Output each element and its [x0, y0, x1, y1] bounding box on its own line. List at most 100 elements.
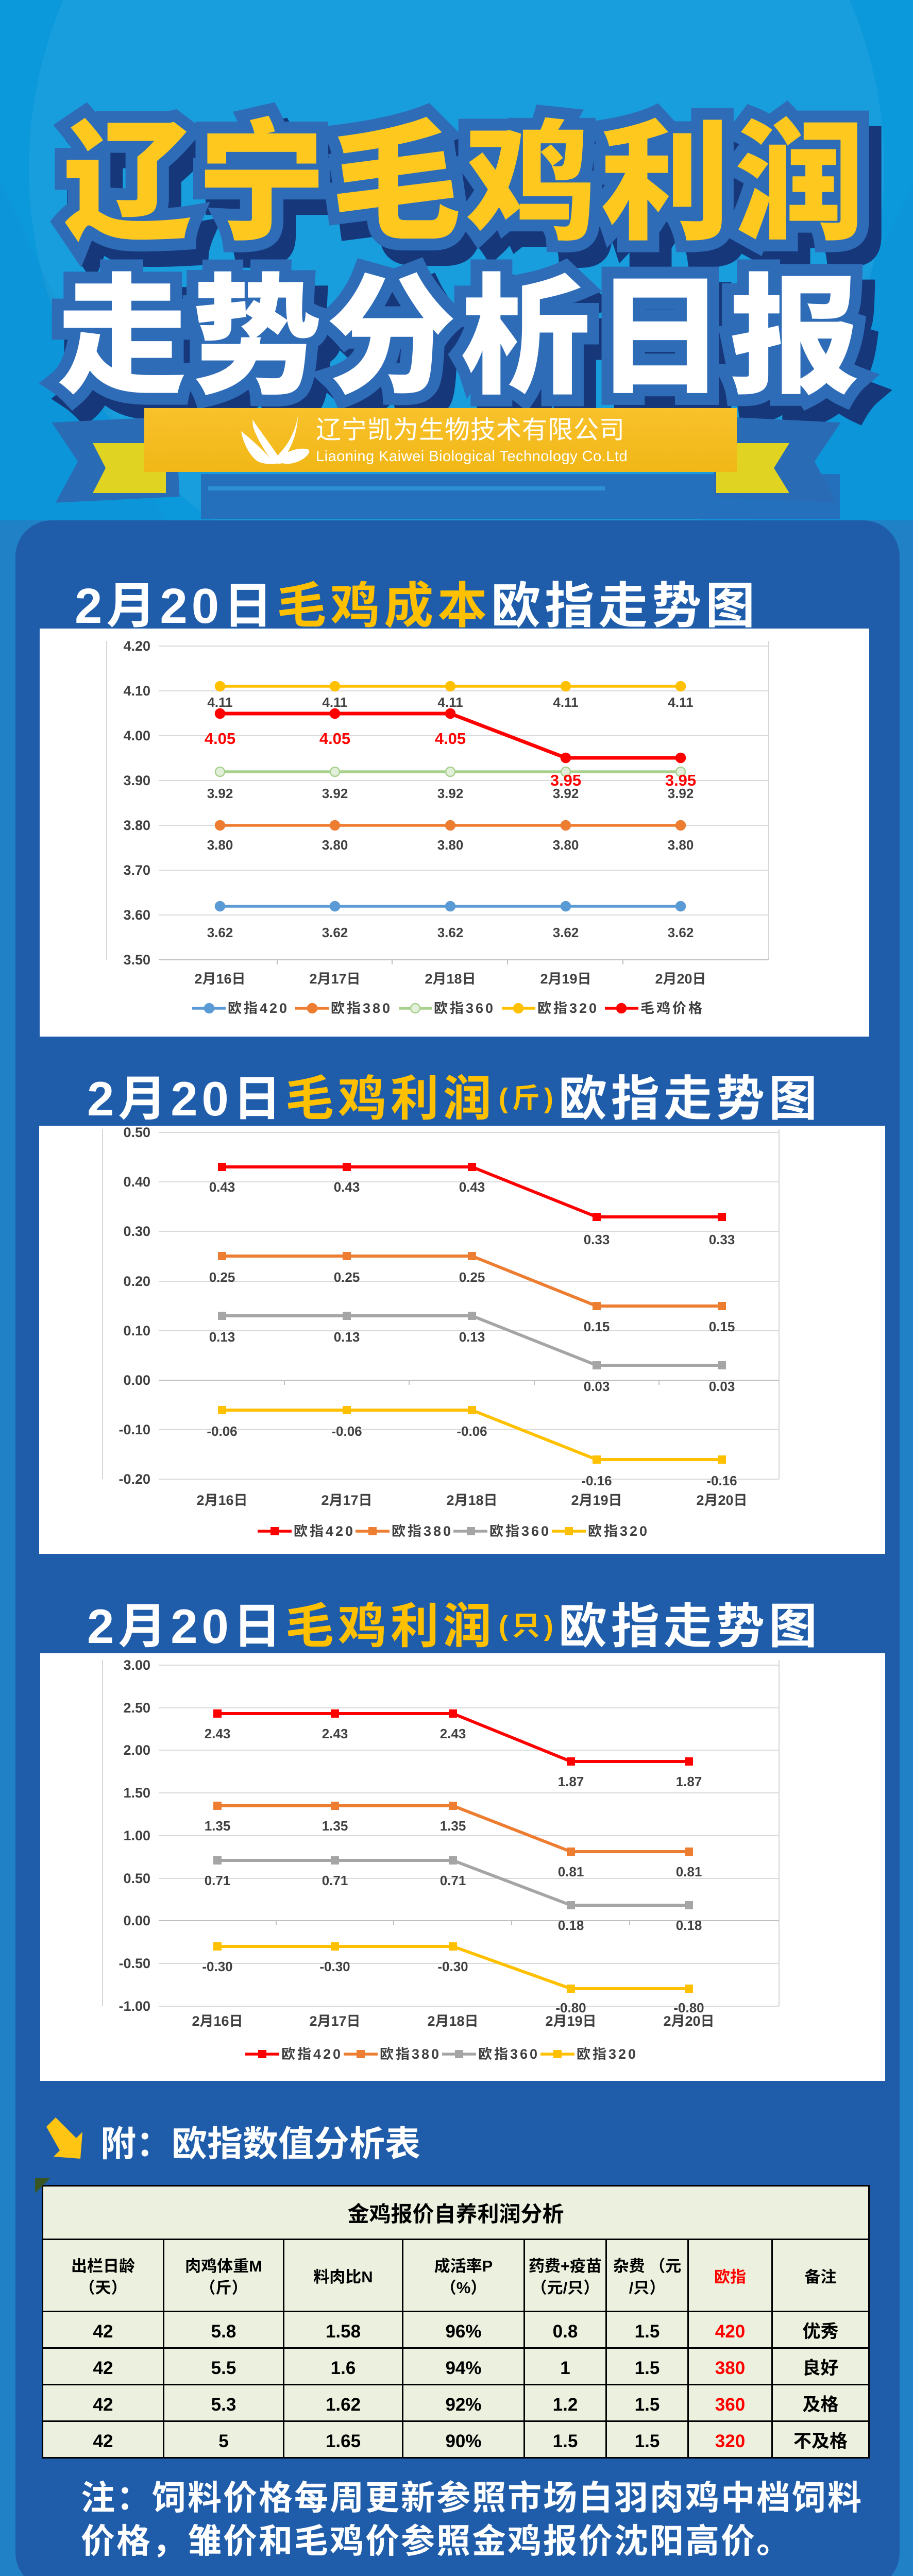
svg-text:2.00: 2.00	[123, 1742, 150, 1758]
svg-text:3.95: 3.95	[550, 771, 581, 789]
svg-text:2.43: 2.43	[440, 1726, 466, 1741]
svg-text:0.71: 0.71	[440, 1873, 466, 1888]
svg-text:3.90: 3.90	[123, 773, 150, 788]
svg-text:-0.20: -0.20	[119, 1471, 150, 1487]
svg-text:2月18日: 2月18日	[427, 2010, 478, 2030]
svg-text:3.92: 3.92	[553, 786, 579, 801]
svg-text:4.05: 4.05	[319, 730, 350, 748]
svg-text:欧指380: 欧指380	[331, 997, 392, 1017]
svg-text:0.15: 0.15	[584, 1319, 610, 1334]
svg-text:1.35: 1.35	[205, 1818, 231, 1834]
svg-text:2.43: 2.43	[322, 1726, 348, 1741]
svg-text:3.70: 3.70	[123, 862, 150, 878]
svg-text:2月16日: 2月16日	[194, 968, 245, 988]
svg-text:3.92: 3.92	[668, 786, 694, 801]
svg-text:3.62: 3.62	[322, 925, 348, 940]
svg-text:0.13: 0.13	[209, 1329, 235, 1345]
svg-text:0.10: 0.10	[123, 1323, 150, 1338]
svg-text:1.35: 1.35	[440, 1818, 466, 1834]
svg-text:3.62: 3.62	[437, 925, 464, 940]
svg-text:欧指360: 欧指360	[478, 2043, 539, 2063]
svg-text:3.62: 3.62	[553, 925, 579, 940]
svg-text:0.30: 0.30	[123, 1224, 150, 1239]
svg-text:3.92: 3.92	[207, 786, 233, 801]
svg-text:4.11: 4.11	[322, 694, 347, 710]
svg-text:2.43: 2.43	[205, 1726, 231, 1741]
svg-text:2月19日: 2月19日	[545, 2010, 596, 2030]
svg-text:0.03: 0.03	[709, 1379, 735, 1394]
svg-text:0.81: 0.81	[558, 1864, 584, 1879]
svg-text:0.13: 0.13	[334, 1329, 360, 1345]
svg-text:0.18: 0.18	[676, 1918, 702, 1933]
svg-text:2月19日: 2月19日	[571, 1489, 622, 1509]
svg-text:3.50: 3.50	[123, 952, 150, 968]
svg-text:4.05: 4.05	[435, 730, 466, 748]
svg-text:0.33: 0.33	[709, 1232, 735, 1247]
svg-text:欧指420: 欧指420	[281, 2043, 343, 2063]
svg-text:欧指380: 欧指380	[392, 1520, 453, 1540]
svg-text:0.71: 0.71	[322, 1873, 348, 1888]
svg-text:3.80: 3.80	[207, 837, 233, 853]
svg-text:3.00: 3.00	[123, 1657, 150, 1673]
svg-text:2月17日: 2月17日	[309, 968, 360, 988]
svg-text:欧指380: 欧指380	[380, 2043, 441, 2063]
svg-text:欧指420: 欧指420	[294, 1520, 355, 1540]
svg-text:3.80: 3.80	[437, 837, 464, 853]
svg-text:0.81: 0.81	[676, 1864, 702, 1879]
svg-text:-0.10: -0.10	[119, 1422, 150, 1437]
svg-text:4.10: 4.10	[123, 683, 150, 699]
svg-text:0.03: 0.03	[584, 1379, 610, 1394]
svg-text:欧指320: 欧指320	[588, 1520, 649, 1540]
svg-text:0.25: 0.25	[209, 1269, 235, 1285]
svg-text:3.80: 3.80	[553, 837, 579, 853]
svg-text:2月17日: 2月17日	[309, 2010, 360, 2030]
svg-text:4.11: 4.11	[207, 694, 232, 710]
svg-text:2月19日: 2月19日	[540, 968, 591, 988]
svg-text:毛鸡价格: 毛鸡价格	[640, 997, 704, 1017]
svg-text:-0.30: -0.30	[319, 1959, 350, 1974]
svg-text:4.11: 4.11	[668, 694, 693, 710]
svg-text:3.80: 3.80	[668, 837, 694, 853]
svg-text:2月20日: 2月20日	[696, 1489, 747, 1509]
svg-text:1.87: 1.87	[558, 1774, 584, 1789]
svg-text:0.43: 0.43	[459, 1179, 485, 1195]
svg-text:-0.80: -0.80	[555, 2000, 586, 2015]
svg-text:-1.00: -1.00	[119, 1998, 150, 2014]
svg-text:3.62: 3.62	[668, 925, 694, 940]
svg-text:2月16日: 2月16日	[192, 2010, 243, 2030]
svg-text:3.92: 3.92	[322, 786, 348, 801]
svg-text:-0.30: -0.30	[202, 1959, 232, 1974]
svg-text:-0.06: -0.06	[331, 1423, 362, 1439]
svg-text:2月20日: 2月20日	[663, 2010, 714, 2030]
svg-text:3.80: 3.80	[322, 837, 348, 853]
svg-text:0.40: 0.40	[123, 1174, 150, 1190]
svg-text:-0.50: -0.50	[119, 1956, 150, 1971]
svg-text:0.13: 0.13	[459, 1329, 485, 1345]
svg-text:4.11: 4.11	[553, 694, 578, 710]
svg-text:欧指320: 欧指320	[537, 997, 599, 1017]
svg-text:0.18: 0.18	[558, 1918, 584, 1933]
svg-text:-0.30: -0.30	[437, 1959, 468, 1974]
svg-text:0.43: 0.43	[209, 1179, 235, 1195]
svg-text:0.25: 0.25	[459, 1269, 485, 1285]
svg-text:4.05: 4.05	[205, 730, 235, 748]
svg-text:2月20日: 2月20日	[655, 968, 706, 988]
svg-text:0.50: 0.50	[123, 1871, 150, 1886]
svg-text:4.11: 4.11	[437, 694, 463, 710]
svg-text:1.50: 1.50	[123, 1785, 150, 1801]
svg-text:0.00: 0.00	[123, 1913, 150, 1928]
svg-text:-0.06: -0.06	[207, 1423, 237, 1439]
svg-text:4.00: 4.00	[123, 728, 150, 743]
svg-text:1.00: 1.00	[123, 1828, 150, 1843]
svg-text:欧指360: 欧指360	[489, 1520, 551, 1540]
svg-text:0.20: 0.20	[123, 1274, 150, 1289]
svg-text:欧指360: 欧指360	[434, 997, 495, 1017]
svg-text:2月16日: 2月16日	[196, 1489, 247, 1509]
svg-text:0.43: 0.43	[334, 1179, 360, 1195]
svg-text:0.25: 0.25	[334, 1269, 360, 1285]
svg-text:-0.16: -0.16	[706, 1473, 737, 1488]
svg-text:2.50: 2.50	[123, 1700, 150, 1716]
svg-text:0.15: 0.15	[709, 1319, 735, 1334]
svg-text:0.71: 0.71	[205, 1873, 231, 1888]
svg-text:0.33: 0.33	[584, 1232, 610, 1247]
